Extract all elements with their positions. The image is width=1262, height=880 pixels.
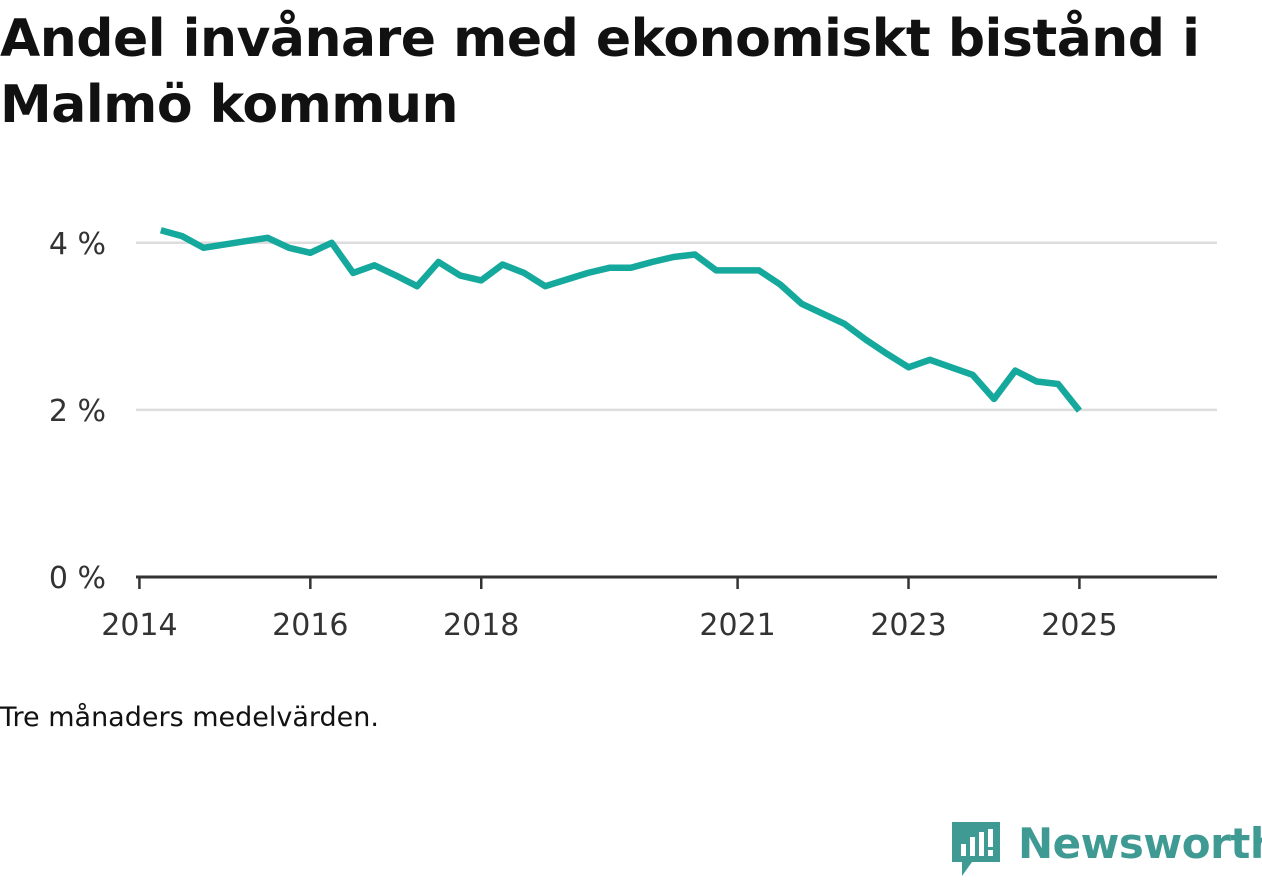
x-tick-label: 2018 — [443, 608, 519, 643]
line-chart: 0 % 2 % 4 % 2014 2016 2018 2021 2023 2025 — [49, 227, 1217, 643]
series-group — [159, 227, 1082, 413]
x-tick-label: 2025 — [1041, 608, 1117, 643]
gridlines — [136, 241, 1217, 412]
x-tick-label: 2014 — [101, 608, 177, 643]
brand-name: Newsworthy — [1018, 819, 1262, 868]
x-tick-label: 2021 — [699, 608, 775, 643]
footnote: Tre månaders medelvärden. — [0, 702, 379, 733]
x-tick-label: 2016 — [272, 608, 348, 643]
y-tick-label: 4 % — [49, 227, 106, 262]
chart-title: Andel invånare med ekonomiskt bistånd i … — [0, 9, 1200, 135]
series-line-0 — [159, 227, 1082, 413]
y-tick-label: 2 % — [49, 394, 106, 429]
y-tick-label: 0 % — [49, 561, 106, 596]
x-tick-label: 2023 — [870, 608, 946, 643]
newsworthy-logo-icon — [952, 822, 1000, 876]
x-axis — [136, 575, 1217, 589]
y-axis-labels: 0 % 2 % 4 % — [49, 227, 106, 596]
brand-logo: Newsworthy — [950, 818, 1262, 880]
x-axis-labels: 2014 2016 2018 2021 2023 2025 — [101, 608, 1117, 643]
